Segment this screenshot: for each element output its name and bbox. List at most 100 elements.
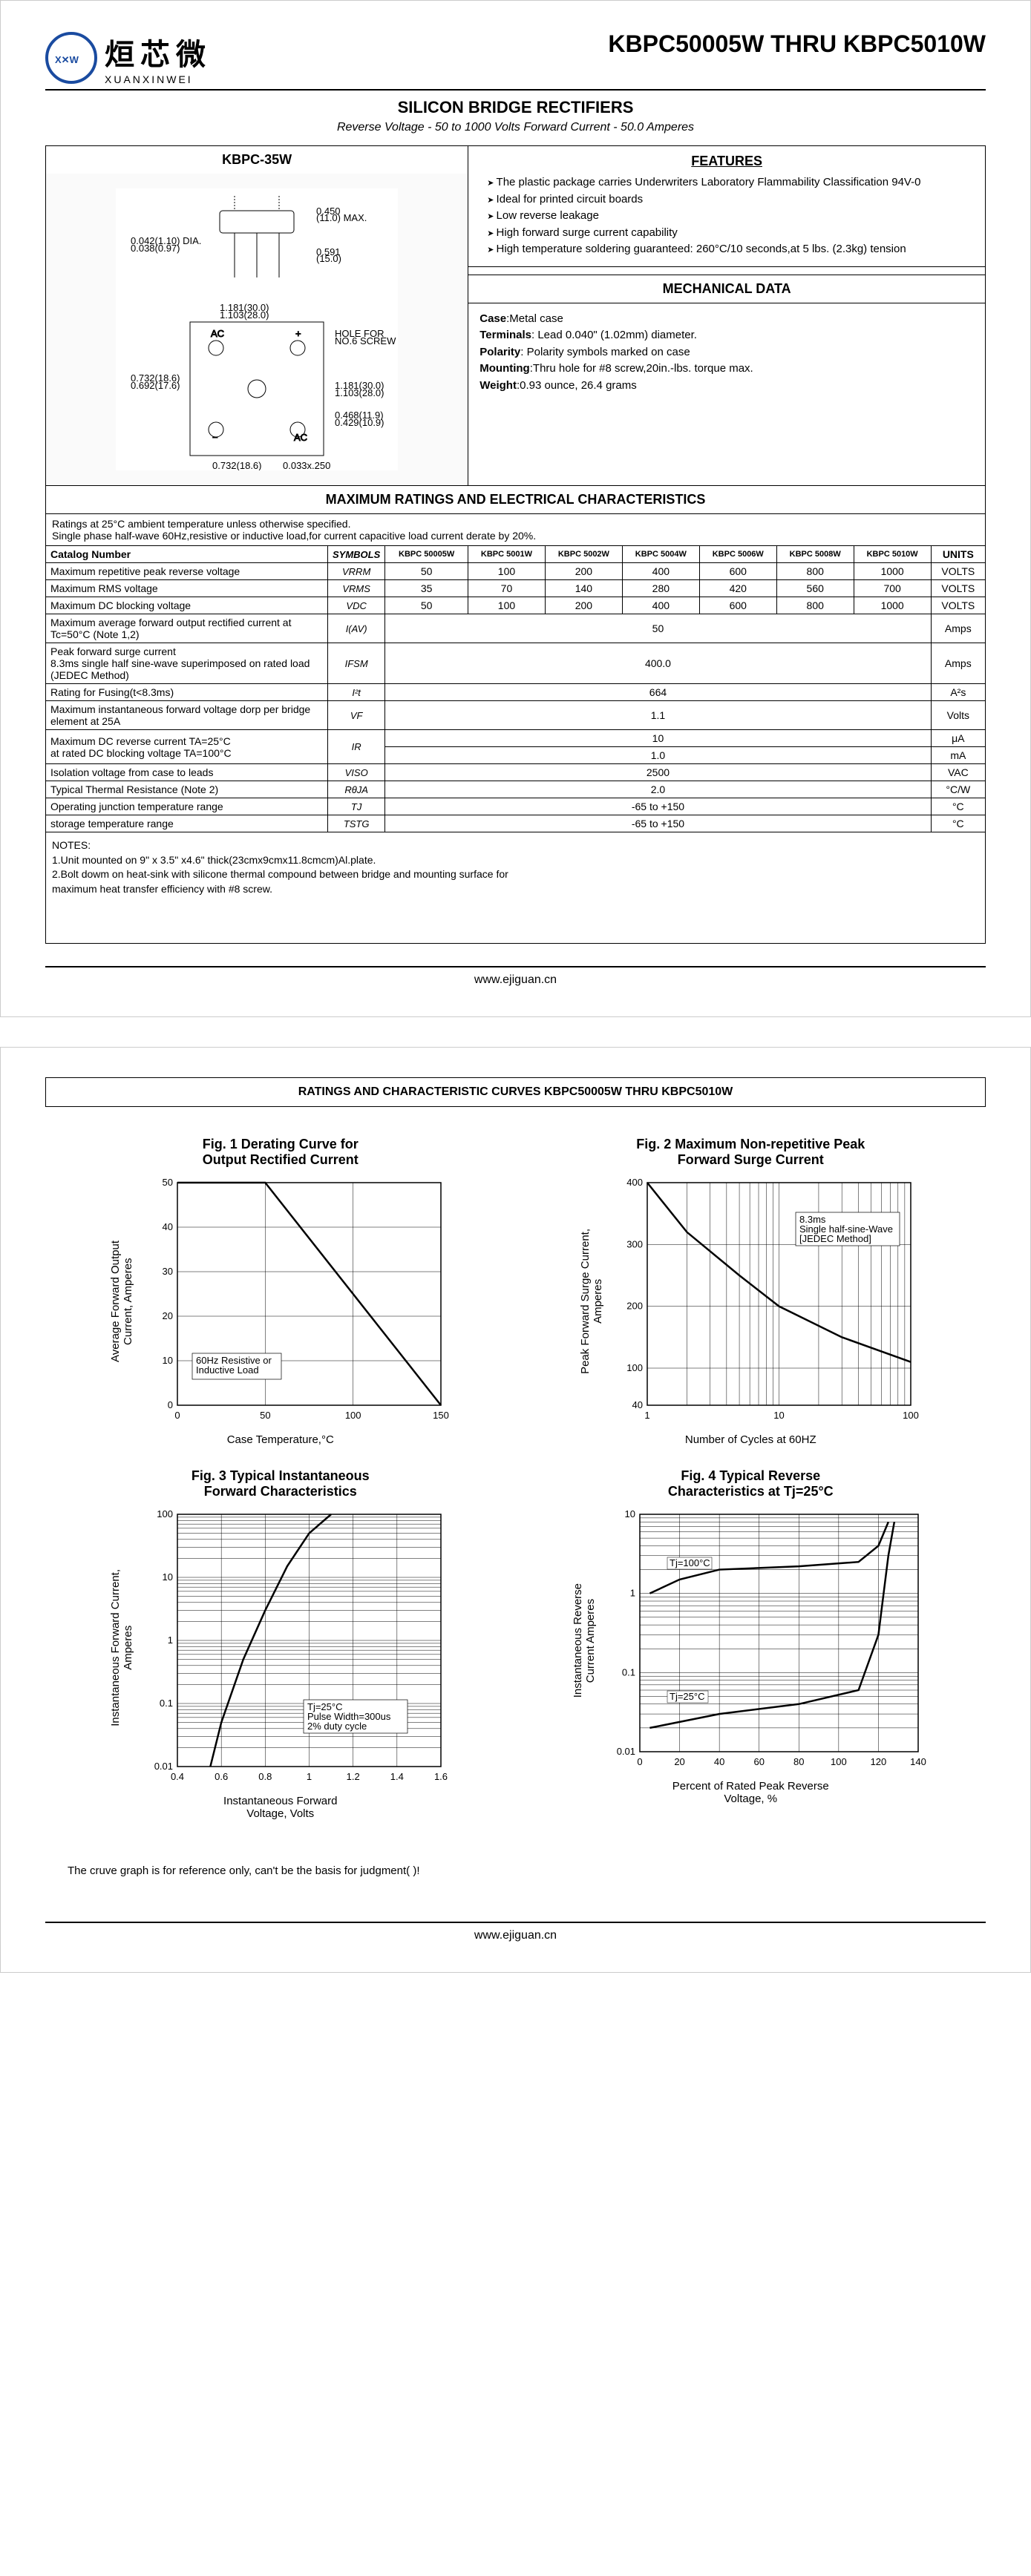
product-specs: Reverse Voltage - 50 to 1000 Volts Forwa… bbox=[45, 121, 986, 134]
footer-url: www.ejiguan.cn bbox=[45, 973, 986, 987]
svg-text:10: 10 bbox=[162, 1355, 172, 1366]
col-part: KBPC 5008W bbox=[776, 546, 854, 563]
svg-text:1: 1 bbox=[630, 1588, 635, 1599]
col-symbols: SYMBOLS bbox=[328, 546, 385, 563]
svg-text:50: 50 bbox=[162, 1177, 172, 1188]
ratings-conditions: Ratings at 25°C ambient temperature unle… bbox=[45, 514, 986, 545]
svg-text:100: 100 bbox=[903, 1410, 919, 1421]
svg-text:0.038(0.97): 0.038(0.97) bbox=[131, 243, 180, 254]
svg-text:30: 30 bbox=[162, 1266, 172, 1277]
svg-text:1: 1 bbox=[307, 1771, 312, 1782]
svg-text:120: 120 bbox=[871, 1756, 887, 1767]
fig4-ylabel: Instantaneous Reverse Current Amperes bbox=[572, 1583, 597, 1698]
mechanical-box: MECHANICAL DATA Case:Case:Metal caseMeta… bbox=[468, 267, 985, 486]
svg-text:Tj=25°C: Tj=25°C bbox=[670, 1691, 704, 1702]
svg-text:0.01: 0.01 bbox=[154, 1761, 172, 1772]
mech-case: Case:Case:Metal caseMetal case bbox=[480, 311, 974, 328]
footer-url: www.ejiguan.cn bbox=[45, 1929, 986, 1942]
mech-weight: Weight:0.93 ounce, 26.4 grams bbox=[480, 378, 974, 395]
svg-text:X✕W: X✕W bbox=[55, 54, 79, 65]
fig3-ylabel: Instantaneous Forward Current, Amperes bbox=[109, 1569, 134, 1726]
svg-text:0.8: 0.8 bbox=[258, 1771, 272, 1782]
svg-text:1.6: 1.6 bbox=[434, 1771, 448, 1782]
svg-text:1: 1 bbox=[645, 1410, 650, 1421]
svg-text:0.692(17.6): 0.692(17.6) bbox=[131, 380, 180, 391]
svg-text:20: 20 bbox=[162, 1310, 172, 1321]
feature-item: The plastic package carries Underwriters… bbox=[487, 175, 974, 190]
col-part: KBPC 5006W bbox=[699, 546, 776, 563]
svg-text:0.6: 0.6 bbox=[215, 1771, 228, 1782]
col-catalog: Catalog Number bbox=[46, 546, 328, 563]
top-section-grid: KBPC-35W ACAC −+ 0.450(11.0) MAX. bbox=[45, 145, 986, 486]
logo-text-en: XUANXINWEI bbox=[105, 73, 212, 85]
package-diagram: ACAC −+ 0.450(11.0) MAX. 0.591(15.0) 0.0… bbox=[46, 174, 468, 485]
svg-text:40: 40 bbox=[714, 1756, 724, 1767]
svg-text:0.4: 0.4 bbox=[171, 1771, 184, 1782]
product-subtitle: SILICON BRIDGE RECTIFIERS bbox=[45, 98, 986, 117]
svg-text:0.1: 0.1 bbox=[622, 1666, 635, 1678]
fig2-chart: Fig. 2 Maximum Non-repetitive Peak Forwa… bbox=[538, 1137, 964, 1446]
divider bbox=[45, 1922, 986, 1923]
notes-box: NOTES: 1.Unit mounted on 9" x 3.5" x4.6"… bbox=[45, 832, 986, 944]
fig4-xlabel: Percent of Rated Peak Reverse Voltage, % bbox=[672, 1780, 829, 1805]
svg-text:300: 300 bbox=[627, 1238, 644, 1249]
features-mech-column: FEATURES The plastic package carries Und… bbox=[468, 146, 985, 485]
fig1-xlabel: Case Temperature,°C bbox=[227, 1433, 334, 1446]
datasheet-page-2: RATINGS AND CHARACTERISTIC CURVES KBPC50… bbox=[0, 1047, 1031, 1973]
header: X✕W 烜芯微 XUANXINWEI KBPC50005W THRU KBPC5… bbox=[45, 30, 986, 85]
fig3-plot: 0.40.60.811.21.41.60.010.1110100Tj=25°CP… bbox=[140, 1507, 452, 1789]
svg-text:1.4: 1.4 bbox=[390, 1771, 404, 1782]
disclaimer: The cruve graph is for reference only, c… bbox=[68, 1864, 963, 1877]
fig2-title: Fig. 2 Maximum Non-repetitive Peak Forwa… bbox=[636, 1137, 865, 1168]
features-list: The plastic package carries Underwriters… bbox=[480, 175, 974, 257]
fig2-ylabel: Peak Forward Surge Current, Amperes bbox=[579, 1229, 604, 1374]
svg-text:+: + bbox=[295, 328, 301, 339]
features-box: FEATURES The plastic package carries Und… bbox=[468, 146, 985, 267]
fig1-plot: 0501001500102030405060Hz Resistive orInd… bbox=[140, 1175, 452, 1427]
svg-text:400: 400 bbox=[627, 1177, 644, 1188]
svg-text:100: 100 bbox=[627, 1362, 644, 1373]
feature-item: High temperature soldering guaranteed: 2… bbox=[487, 242, 974, 257]
svg-text:AC: AC bbox=[211, 328, 224, 339]
svg-text:AC: AC bbox=[294, 432, 307, 443]
svg-text:100: 100 bbox=[157, 1508, 173, 1519]
svg-text:10: 10 bbox=[625, 1508, 635, 1519]
svg-text:(15.0): (15.0) bbox=[316, 253, 341, 264]
col-part: KBPC 50005W bbox=[385, 546, 468, 563]
svg-text:40: 40 bbox=[162, 1221, 172, 1232]
svg-text:100: 100 bbox=[831, 1756, 847, 1767]
package-column: KBPC-35W ACAC −+ 0.450(11.0) MAX. bbox=[46, 146, 468, 485]
col-part: KBPC 5001W bbox=[468, 546, 546, 563]
table-header-row: Catalog Number SYMBOLS KBPC 50005W KBPC … bbox=[46, 546, 986, 563]
col-part: KBPC 5004W bbox=[622, 546, 699, 563]
mech-mounting: Mounting:Thru hole for #8 screw,20in.-lb… bbox=[480, 361, 974, 378]
svg-text:(11.0) MAX.: (11.0) MAX. bbox=[316, 212, 367, 223]
svg-text:150: 150 bbox=[433, 1410, 449, 1421]
col-part: KBPC 5002W bbox=[545, 546, 622, 563]
mechanical-content: Case:Case:Metal caseMetal case Terminals… bbox=[480, 311, 974, 395]
feature-item: Low reverse leakage bbox=[487, 208, 974, 223]
fig4-chart: Fig. 4 Typical Reverse Characteristics a… bbox=[538, 1468, 964, 1820]
svg-text:40: 40 bbox=[632, 1399, 643, 1410]
ratings-title: MAXIMUM RATINGS AND ELECTRICAL CHARACTER… bbox=[45, 486, 986, 514]
svg-text:140: 140 bbox=[910, 1756, 926, 1767]
charts-grid: Fig. 1 Derating Curve for Output Rectifi… bbox=[45, 1107, 986, 1850]
fig4-title: Fig. 4 Typical Reverse Characteristics a… bbox=[668, 1468, 834, 1499]
datasheet-page-1: X✕W 烜芯微 XUANXINWEI KBPC50005W THRU KBPC5… bbox=[0, 0, 1031, 1017]
svg-text:10: 10 bbox=[774, 1410, 785, 1421]
feature-item: High forward surge current capability bbox=[487, 226, 974, 240]
svg-text:0.1: 0.1 bbox=[160, 1698, 173, 1709]
svg-text:0.429(10.9): 0.429(10.9) bbox=[335, 417, 384, 428]
col-part: KBPC 5010W bbox=[854, 546, 931, 563]
svg-text:1.103(28.0): 1.103(28.0) bbox=[220, 309, 269, 321]
svg-text:10: 10 bbox=[162, 1571, 172, 1583]
svg-text:1: 1 bbox=[168, 1634, 173, 1646]
logo-icon: X✕W bbox=[45, 32, 97, 84]
mech-polarity: Polarity: Polarity symbols marked on cas… bbox=[480, 344, 974, 361]
svg-text:0.01: 0.01 bbox=[617, 1746, 635, 1757]
svg-text:60: 60 bbox=[754, 1756, 765, 1767]
curves-header: RATINGS AND CHARACTERISTIC CURVES KBPC50… bbox=[45, 1077, 986, 1107]
divider bbox=[45, 966, 986, 967]
svg-text:20: 20 bbox=[675, 1756, 685, 1767]
fig3-chart: Fig. 3 Typical Instantaneous Forward Cha… bbox=[68, 1468, 494, 1820]
